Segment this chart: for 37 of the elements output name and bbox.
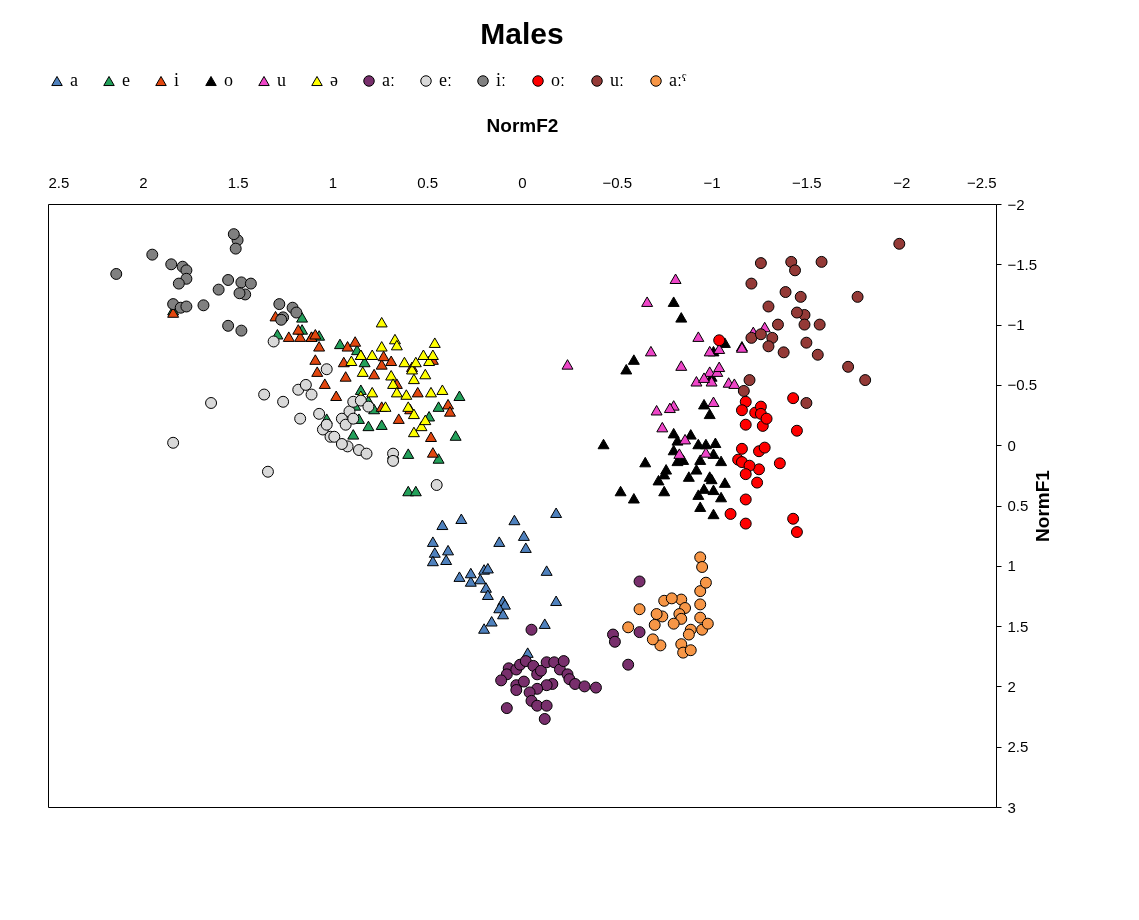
legend-label: aː	[382, 70, 395, 90]
x-tick-label: 2	[139, 173, 148, 191]
x-tick-label: 0	[518, 173, 527, 191]
x-tick-label: −1	[703, 173, 721, 191]
y-tick-label: −2	[1007, 195, 1025, 213]
y-tick-label: 0.5	[1007, 497, 1029, 514]
x-tick-label: −0.5	[602, 173, 633, 191]
legend-label: uː	[610, 70, 625, 90]
x-axis-title: NormF2	[486, 114, 559, 136]
legend-label: i	[174, 70, 180, 90]
legend-label: e	[122, 70, 130, 90]
legend-label: eː	[439, 70, 452, 90]
legend-label: u	[277, 70, 286, 90]
legend-label: o	[224, 70, 233, 90]
y-tick-label: 1.5	[1007, 617, 1029, 635]
x-tick-label: −2.5	[966, 173, 997, 191]
y-tick-label: 1	[1007, 557, 1016, 575]
legend-label: ə	[330, 70, 338, 90]
x-tick-label: −1.5	[792, 173, 822, 191]
chart-title: Males	[480, 17, 564, 50]
y-tick-label: −1.5	[1007, 255, 1038, 273]
legend-label: iː	[496, 70, 507, 90]
y-tick-label: −1	[1007, 316, 1025, 334]
y-axis-title: NormF1	[1032, 469, 1054, 542]
legend-label: a	[70, 70, 78, 90]
y-tick-label: 3	[1007, 798, 1016, 816]
x-tick-label: 2.5	[48, 173, 70, 191]
y-tick-label: 2.5	[1007, 738, 1029, 756]
legend-label: aːˤ	[669, 70, 687, 90]
y-tick-label: 0	[1007, 436, 1016, 454]
y-tick-label: 2	[1007, 677, 1016, 695]
x-tick-label: 1	[328, 173, 338, 191]
x-tick-label: 1.5	[227, 173, 249, 191]
legend-label: oː	[551, 70, 566, 90]
y-tick-label: −0.5	[1007, 376, 1038, 394]
x-tick-label: 0.5	[417, 173, 439, 191]
x-tick-label: −2	[893, 173, 911, 191]
